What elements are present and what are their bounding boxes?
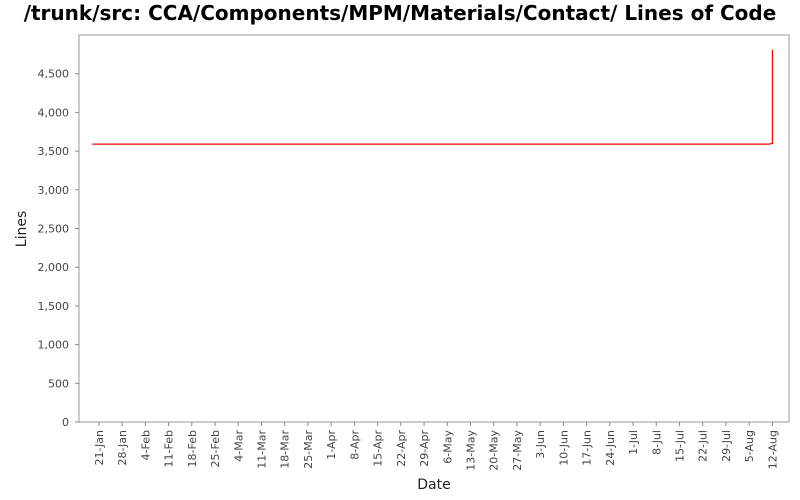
y-tick-label: 3,000 (38, 184, 70, 197)
x-tick-label: 18-Mar (279, 430, 292, 469)
y-tick-label: 1,000 (38, 339, 70, 352)
plot-area (78, 34, 790, 423)
y-axis: 0 500 1,000 1,500 2,000 2,500 3,000 3,500 4,000 4… (38, 68, 79, 429)
x-tick-label: 12-Aug (766, 430, 779, 469)
x-tick-label: 11-Feb (163, 430, 176, 467)
x-tick-label: 20-May (488, 430, 501, 471)
x-tick-label: 17-Jun (581, 430, 594, 466)
x-tick-label: 28-Jan (116, 430, 129, 466)
y-tick-label: 1,500 (38, 300, 70, 313)
y-tick-label: 3,500 (38, 145, 70, 158)
x-tick-label: 25-Mar (302, 430, 315, 469)
y-tick-label: 4,000 (38, 106, 70, 119)
x-tick-label: 22-Apr (395, 430, 408, 467)
x-tick-label: 4-Feb (139, 430, 152, 460)
series-group (92, 49, 774, 145)
y-axis-label: Lines (14, 211, 30, 247)
x-tick-label: 5-Aug (743, 430, 756, 462)
x-tick-label: 10-Jun (557, 430, 570, 466)
x-tick-label: 15-Apr (372, 430, 385, 467)
x-tick-label: 4-Mar (232, 430, 245, 462)
x-axis-label: Date (417, 477, 450, 493)
x-tick-label: 1-Apr (325, 430, 338, 460)
x-axis: 21-Jan 28-Jan 4-Feb 11-Feb 18-Feb 25-Feb 4-Mar… (93, 422, 779, 471)
x-tick-label: 24-Jun (604, 430, 617, 466)
x-tick-label: 15-Jul (674, 430, 687, 462)
y-tick-label: 2,500 (38, 223, 70, 236)
x-tick-label: 27-May (511, 430, 524, 471)
x-tick-label: 1-Jul (627, 430, 640, 455)
x-tick-label: 29-Apr (418, 430, 431, 467)
x-tick-label: 11-Mar (255, 430, 268, 469)
x-tick-label: 13-May (464, 430, 477, 471)
x-tick-label: 29-Jul (720, 430, 733, 462)
y-tick-label: 500 (48, 377, 69, 390)
x-tick-label: 8-Apr (348, 430, 361, 460)
x-tick-label: 6-May (441, 430, 454, 464)
y-tick-label: 0 (62, 416, 69, 429)
x-tick-label: 18-Feb (186, 430, 199, 467)
x-tick-label: 22-Jul (697, 430, 710, 462)
x-tick-label: 3-Jun (534, 430, 547, 459)
x-tick-label: 21-Jan (93, 430, 106, 466)
x-tick-label: 25-Feb (209, 430, 222, 467)
x-tick-label: 8-Jul (650, 430, 663, 455)
series-line (92, 49, 774, 145)
chart-title: /trunk/src: CCA/Components/MPM/Materials… (24, 1, 777, 25)
y-tick-label: 4,500 (38, 68, 70, 81)
y-tick-label: 2,000 (38, 261, 70, 274)
